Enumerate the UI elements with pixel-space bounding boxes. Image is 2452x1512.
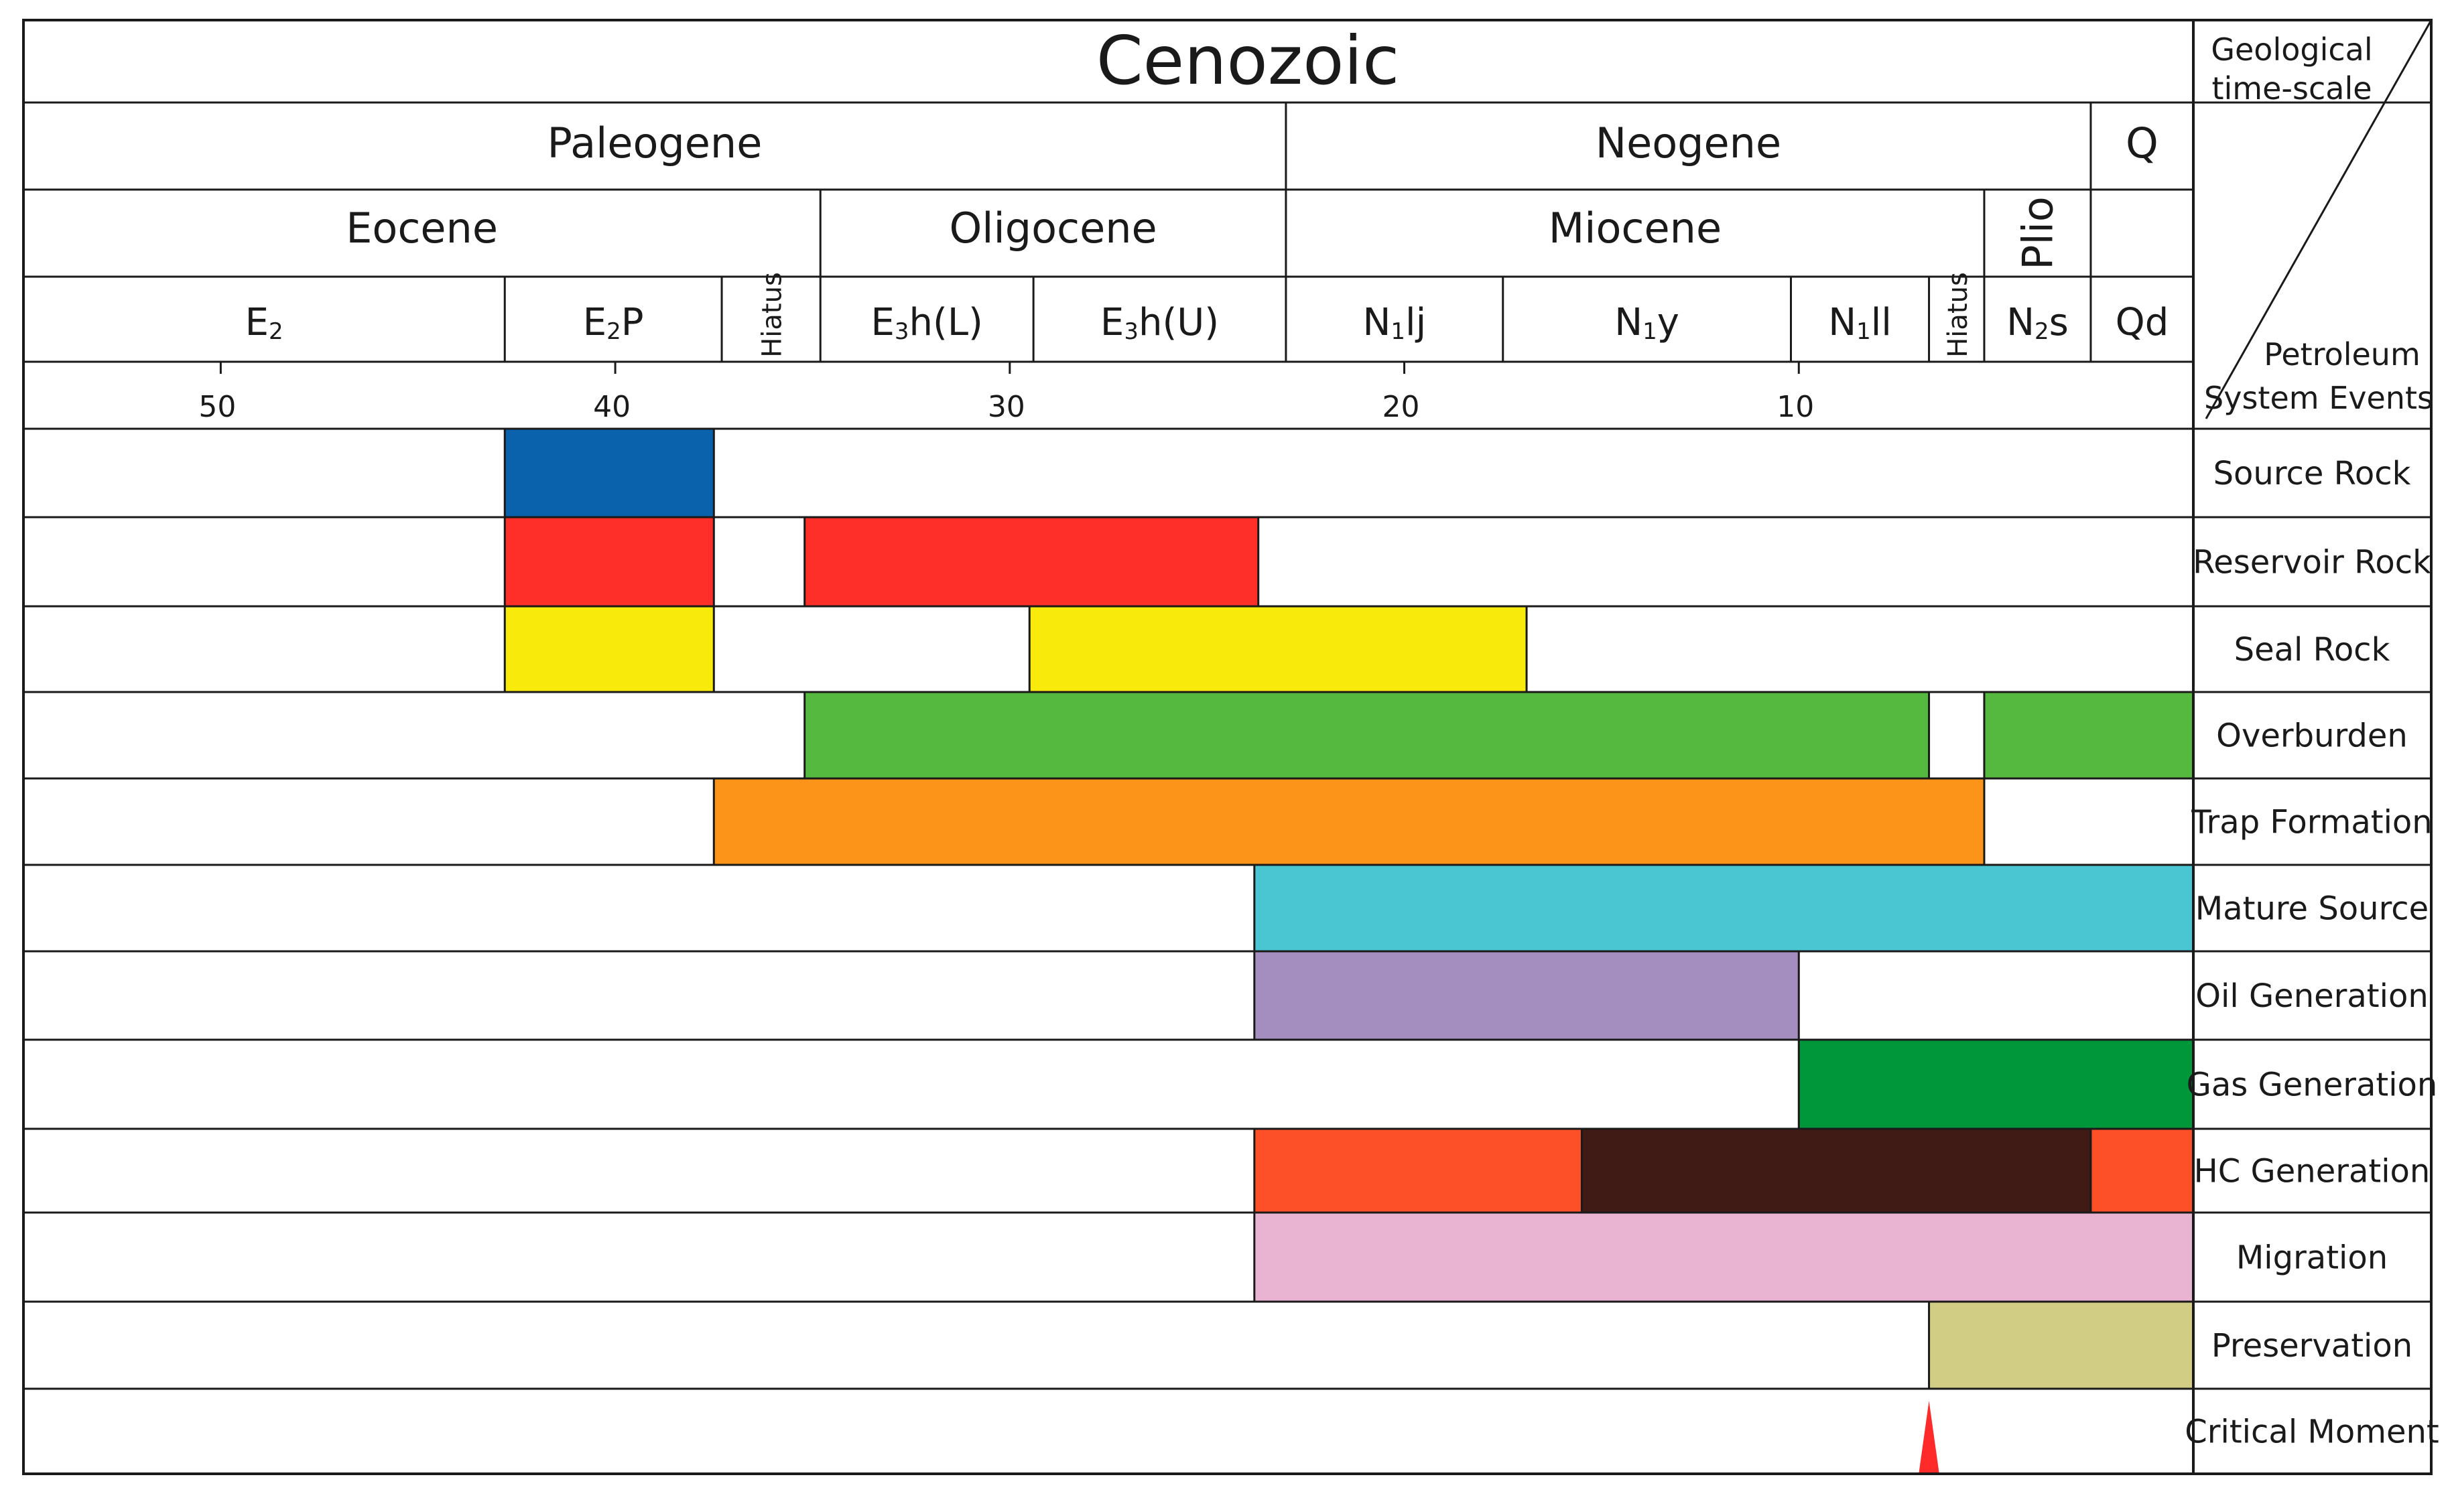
- stage-label-e2p-1: E2P: [583, 301, 644, 345]
- axis-tick-label-10: 10: [1777, 390, 1814, 424]
- legend-diagonal: [2205, 19, 2433, 419]
- axis-tick-label-50: 50: [198, 390, 236, 424]
- epoch-label-plio: Plio: [2013, 196, 2062, 270]
- seal-rock-bar-1: [1028, 605, 1528, 693]
- critical-moment-marker: [1919, 1401, 1939, 1472]
- seal-rock-bar-0: [503, 605, 715, 693]
- stage-label-hiatus-2: Hiatus: [757, 272, 788, 358]
- oil-generation-bar-0: [1253, 950, 1800, 1041]
- gas-generation-label: Gas Generation: [2187, 1067, 2438, 1104]
- stage-label-qd-10: Qd: [2116, 301, 2169, 344]
- hc-generation-bar-2: [2089, 1127, 2195, 1214]
- trap-formation-bar-0: [712, 777, 1986, 866]
- migration-bar-0: [1253, 1211, 2195, 1303]
- overburden-label: Overburden: [2216, 717, 2408, 755]
- reservoir-rock-bar-0: [503, 516, 715, 608]
- period-label-neogene: Neogene: [1596, 119, 1781, 167]
- overburden-bar-1: [1983, 691, 2195, 780]
- period-label-q: Q: [2126, 119, 2158, 167]
- source-rock-label: Source Rock: [2213, 455, 2411, 492]
- epoch-label-miocene: Miocene: [1549, 204, 1722, 253]
- stage-label-n1ll-7: N1ll: [1828, 301, 1892, 345]
- stage-label-e3h-l-3: E3h(L): [870, 301, 982, 345]
- axis-tick-label-30: 30: [988, 390, 1025, 424]
- oil-generation-label: Oil Generation: [2195, 977, 2428, 1015]
- stage-label-hiatus-8: Hiatus: [1943, 272, 1974, 358]
- event-bars: [503, 427, 2195, 1472]
- mature-source-label: Mature Source: [2195, 890, 2429, 928]
- reservoir-rock-bar-1: [803, 516, 1260, 608]
- outer-frame: [22, 19, 2433, 1475]
- hc-generation-bar-0: [1253, 1127, 1583, 1214]
- chart-labels: Cenozoic Geological time-scale Petroleum…: [198, 21, 2439, 1451]
- reservoir-rock-label: Reservoir Rock: [2193, 544, 2431, 581]
- epoch-label-eocene: Eocene: [346, 204, 498, 253]
- stage-label-e2-0: E2: [245, 301, 283, 345]
- epoch-label-oligocene: Oligocene: [949, 204, 1157, 253]
- axis-tick-label-20: 20: [1382, 390, 1420, 424]
- source-rock-bar-0: [503, 427, 715, 519]
- stage-label-e3h-u-4: E3h(U): [1100, 301, 1219, 345]
- seal-rock-label: Seal Rock: [2234, 631, 2390, 669]
- migration-label: Migration: [2236, 1239, 2388, 1277]
- hc-generation-bar-1: [1580, 1127, 2092, 1214]
- stage-label-n2s-9: N2s: [2006, 301, 2069, 345]
- grid-lines: [22, 19, 2433, 1475]
- stage-label-n1lj-5: N1lj: [1362, 301, 1426, 345]
- preservation-bar-0: [1928, 1300, 2195, 1390]
- preservation-label: Preservation: [2211, 1327, 2412, 1365]
- geological-time-scale-label: Geological: [2211, 31, 2372, 68]
- hc-generation-label: HC Generation: [2194, 1153, 2431, 1190]
- geological-time-scale-label-2: time-scale: [2211, 70, 2372, 107]
- critical-moment-label: Critical Moment: [2185, 1414, 2439, 1451]
- chart-title: Cenozoic: [1096, 21, 1399, 100]
- petroleum-events-label-2: System Events: [2204, 380, 2433, 416]
- period-label-paleogene: Paleogene: [547, 119, 763, 167]
- trap-formation-label: Trap Formation: [2191, 804, 2432, 841]
- petroleum-events-label: Petroleum: [2264, 336, 2421, 372]
- axis-tick-label-40: 40: [593, 390, 631, 424]
- stage-label-n1y-6: N1y: [1614, 301, 1679, 345]
- mature-source-bar-0: [1253, 864, 2195, 953]
- overburden-bar-0: [803, 691, 1931, 780]
- gas-generation-bar-0: [1797, 1038, 2195, 1130]
